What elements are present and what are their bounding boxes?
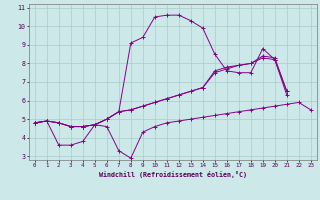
X-axis label: Windchill (Refroidissement éolien,°C): Windchill (Refroidissement éolien,°C) xyxy=(99,171,247,178)
